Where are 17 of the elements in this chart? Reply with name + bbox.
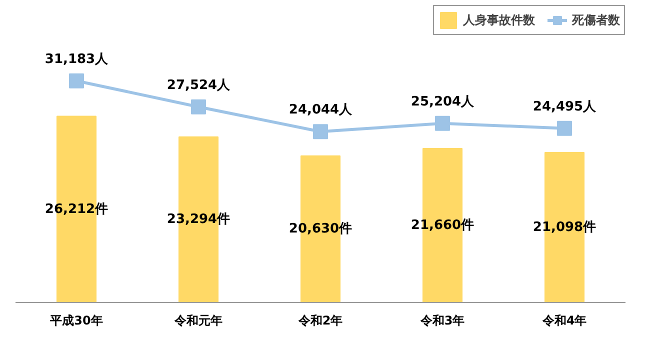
data-label: 31,183人	[44, 52, 110, 67]
x-tick-label: 令和3年	[419, 314, 465, 328]
data-label: 24,044人	[288, 102, 354, 118]
data-label: 27,524人	[166, 78, 232, 93]
point	[313, 124, 328, 140]
x-tick-label: 平成30年	[49, 314, 103, 328]
x-tick-label: 令和4年	[541, 314, 587, 328]
data-label: 25,204人	[410, 94, 476, 110]
legend-label: 死傷者数	[572, 12, 620, 28]
point	[557, 120, 572, 136]
data-label: 24,495人	[532, 99, 598, 114]
x-tick-label: 令和元年	[174, 314, 222, 328]
legend-label: 人身事故件数	[463, 12, 535, 28]
point	[191, 99, 206, 114]
point	[435, 116, 450, 131]
x-tick-label: 令和2年	[297, 314, 343, 328]
point	[69, 73, 84, 88]
